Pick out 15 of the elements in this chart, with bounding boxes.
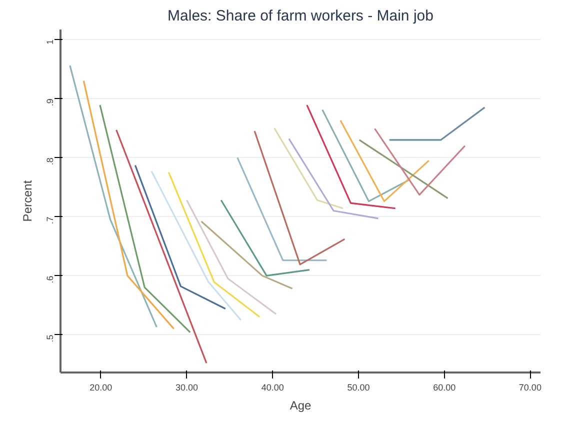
x-tick-label: 60.00 <box>433 382 456 392</box>
y-tick-label: 1 <box>45 40 55 45</box>
y-axis-title: Percent <box>20 180 34 222</box>
x-tick-label: 70.00 <box>518 382 542 392</box>
x-axis-title: Age <box>290 398 312 412</box>
y-tick-label: .5 <box>45 334 55 342</box>
y-tick-label: .7 <box>45 216 55 224</box>
x-tick-label: 30.00 <box>175 382 198 392</box>
x-tick-label: 50.00 <box>347 382 370 392</box>
y-tick-label: .6 <box>45 276 55 284</box>
y-tick-label: .8 <box>45 158 55 166</box>
x-tick-label: 40.00 <box>261 382 284 392</box>
chart-title: Males: Share of farm workers - Main job <box>168 8 434 24</box>
y-tick-label: .9 <box>45 98 55 106</box>
x-tick-label: 20.00 <box>90 382 112 392</box>
